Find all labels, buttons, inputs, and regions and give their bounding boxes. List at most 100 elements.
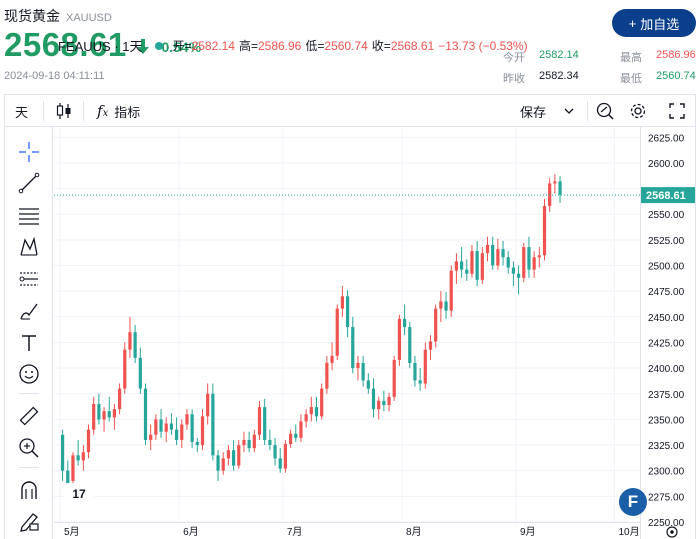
stat-open-value: 2582.14: [539, 49, 579, 61]
candle-body: [439, 301, 443, 309]
y-tick-label: 2300.00: [648, 467, 685, 478]
candle-body: [143, 388, 148, 440]
candle-body: [71, 455, 75, 481]
stat-high-value: 2586.96: [656, 49, 696, 61]
candle-body: [361, 362, 365, 381]
stat-open: 今开 2582.14: [503, 49, 579, 65]
candle-body: [60, 434, 65, 471]
candle-body: [128, 332, 132, 350]
candle-body: [392, 359, 396, 397]
candle-body: [413, 362, 417, 381]
snapshot-button[interactable]: [596, 95, 614, 127]
lock-drawing-tool[interactable]: [16, 508, 42, 534]
candle-body: [216, 455, 220, 471]
interval-button[interactable]: 天: [15, 95, 28, 127]
candle-body: [107, 411, 111, 418]
crosshair-tool[interactable]: [16, 139, 42, 165]
gear-icon: [630, 103, 646, 119]
candle-body: [320, 388, 324, 417]
candle-body: [475, 251, 479, 280]
candle-body: [304, 414, 308, 422]
measure-lines-icon: [19, 272, 38, 286]
brush-icon: [20, 303, 38, 320]
emoji-tool[interactable]: [16, 361, 42, 387]
magnet-tool[interactable]: [16, 477, 42, 503]
ruler-tool[interactable]: [16, 403, 42, 429]
instrument-symbol: XAUUSD: [66, 12, 112, 24]
candle-body: [449, 270, 453, 311]
candle-body: [200, 416, 205, 446]
measure-lines-tool[interactable]: [16, 266, 42, 292]
legend-symbol: FEAUUS · 1天: [58, 39, 143, 54]
candle-body: [185, 414, 189, 425]
text-icon: [22, 335, 36, 351]
indicators-button[interactable]: fx 指标: [97, 95, 140, 127]
candle-body: [169, 423, 174, 430]
candle-body: [226, 450, 231, 459]
candle-body: [97, 404, 101, 420]
y-tick-label: 2500.00: [648, 262, 685, 273]
down-arrow-icon: [136, 39, 149, 54]
candle-body: [465, 269, 469, 274]
candle-body: [511, 267, 516, 274]
text-tool[interactable]: [16, 330, 42, 356]
candle-body: [408, 327, 412, 363]
save-button[interactable]: 保存: [520, 95, 574, 127]
candle-body: [66, 470, 70, 487]
stat-prev-close-label: 昨收: [503, 73, 525, 85]
tradingview-logo[interactable]: 17: [64, 483, 94, 505]
candle-body: [382, 400, 386, 406]
candle-body: [377, 400, 381, 410]
x-tick-label: 10月: [618, 526, 639, 538]
candle-body: [273, 445, 277, 459]
stat-low-value: 2560.74: [656, 70, 696, 82]
interval-label: 天: [15, 104, 29, 120]
candle-body: [149, 434, 153, 440]
stat-low-label: 最低: [620, 73, 642, 85]
candle-body: [558, 181, 562, 195]
trend-line-tool[interactable]: [16, 170, 42, 196]
legend-change-value: −13.73 (−0.53%): [438, 38, 528, 53]
candle-body: [117, 388, 122, 410]
add-watchlist-button[interactable]: + 加自选: [612, 9, 696, 37]
brush-tool[interactable]: [16, 298, 42, 324]
candle-body: [397, 318, 402, 360]
candle-body: [252, 434, 256, 449]
fib-tool[interactable]: [16, 203, 42, 229]
candle-body: [288, 433, 293, 445]
candle-body: [138, 357, 142, 389]
axis-settings-icon: [670, 530, 674, 534]
candle-body: [257, 407, 262, 435]
candle-body: [123, 349, 127, 389]
candle-body: [268, 439, 272, 446]
settings-button[interactable]: [629, 95, 647, 127]
chart-type-button[interactable]: [56, 95, 72, 127]
candle-body: [516, 273, 521, 278]
candle-body: [180, 424, 184, 440]
candle-body: [506, 257, 510, 268]
pattern-tool[interactable]: [16, 234, 42, 260]
candle-body: [345, 296, 350, 328]
candle-body: [263, 407, 267, 440]
pattern-icon: [20, 236, 38, 256]
candle-body: [470, 251, 474, 274]
zoom-in-tool[interactable]: [16, 435, 42, 461]
emoji-icon: [19, 364, 39, 384]
candle-body: [356, 362, 360, 369]
add-watchlist-label: 加自选: [640, 16, 680, 32]
y-tick-label: 2550.00: [648, 210, 685, 221]
candle-body: [133, 332, 137, 358]
candle-body: [340, 296, 345, 309]
price-chart[interactable]: 2568.61 2625.00 2600.00 2550.00 2525.00 2500.…: [54, 127, 695, 539]
chart-legend: FEAUUS · 1天 开 = 2582.14 高 = 2586.96 低 = 256…: [58, 36, 532, 55]
candle-body: [532, 257, 536, 270]
fullscreen-button[interactable]: [669, 95, 685, 127]
toolbar-divider: [43, 101, 44, 121]
candle-body: [485, 244, 490, 254]
y-tick-label: 2325.00: [648, 441, 685, 452]
candle-body: [92, 404, 96, 430]
last-price-tag-label: 2568.61: [646, 190, 686, 202]
toolbar-divider: [83, 101, 84, 121]
legend-low-label: 低: [305, 39, 318, 53]
y-tick-label: 2600.00: [648, 159, 685, 170]
